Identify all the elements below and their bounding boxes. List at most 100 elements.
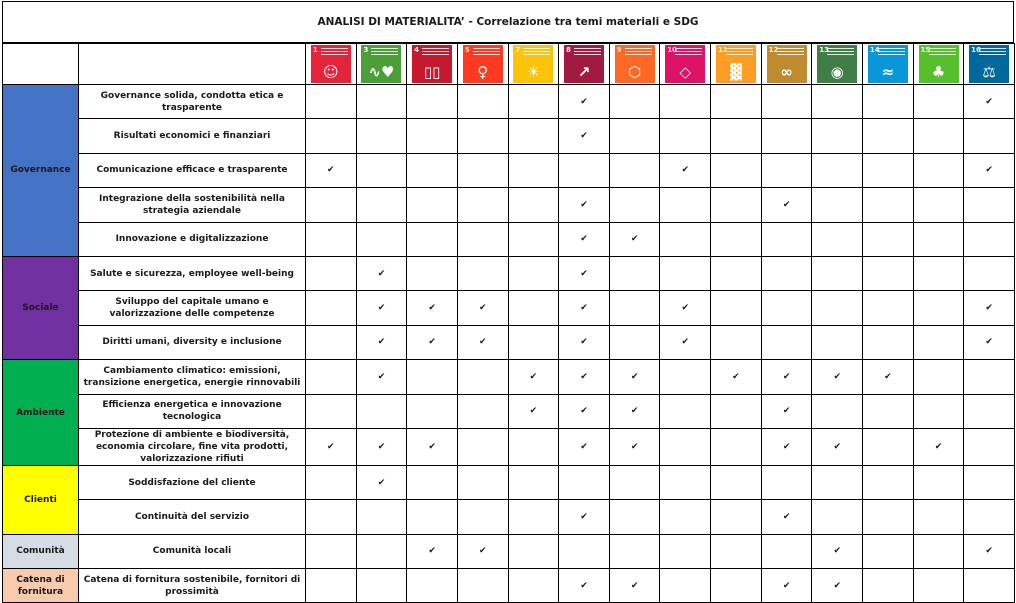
check-icon: ✔ bbox=[608, 359, 661, 395]
empty-cell bbox=[456, 187, 509, 223]
empty-cell bbox=[406, 359, 458, 395]
empty-cell bbox=[355, 187, 408, 223]
sdg-5-icon: 5 ♀ bbox=[462, 45, 503, 83]
empty-cell bbox=[406, 499, 458, 535]
material-theme-cell: Innovazione e digitalizzazione bbox=[78, 221, 306, 257]
material-theme-cell: Governance solida, condotta etica e tras… bbox=[78, 83, 306, 120]
empty-cell bbox=[305, 221, 357, 257]
people-icon: ☺ bbox=[322, 63, 339, 81]
empty-cell bbox=[710, 221, 762, 257]
category-cell: Ambiente bbox=[2, 359, 79, 466]
sdg-caption-lines bbox=[422, 48, 450, 57]
sdg-header-cell: 5 ♀ bbox=[456, 43, 509, 85]
empty-cell bbox=[355, 221, 408, 257]
empty-cell bbox=[305, 499, 357, 535]
empty-cell bbox=[355, 118, 408, 154]
sdg-caption-lines bbox=[725, 48, 753, 57]
sdg-header-cell: 12 ∞ bbox=[760, 43, 813, 85]
category-cell: Comunità bbox=[2, 533, 79, 570]
empty-cell bbox=[659, 187, 712, 223]
empty-cell bbox=[608, 255, 661, 292]
check-icon: ✔ bbox=[659, 324, 712, 361]
empty-cell bbox=[760, 290, 813, 326]
empty-cell bbox=[456, 568, 509, 603]
check-icon: ✔ bbox=[963, 533, 1015, 570]
check-icon: ✔ bbox=[760, 187, 813, 223]
sdg-header-cell: 7 ☀ bbox=[507, 43, 560, 85]
category-cell: Clienti bbox=[2, 464, 79, 535]
sdg-header-cell: 14 ≈ bbox=[862, 43, 914, 85]
cubes-icon: ⬡ bbox=[628, 63, 642, 81]
empty-cell bbox=[608, 499, 661, 535]
empty-cell bbox=[608, 187, 661, 223]
sdg-header-cell: 10 ◇ bbox=[659, 43, 712, 85]
empty-cell bbox=[659, 393, 712, 429]
check-icon: ✔ bbox=[659, 290, 712, 326]
empty-cell bbox=[912, 118, 965, 154]
table-row: Ambiente Cambiamento climatico: emissioni… bbox=[2, 359, 1015, 466]
category-cell: Catena di fornitura bbox=[2, 568, 79, 603]
empty-cell bbox=[760, 464, 813, 501]
sdg-header-cell: 4 ▯▯ bbox=[406, 43, 458, 85]
empty-cell bbox=[811, 221, 864, 257]
empty-cell bbox=[811, 118, 864, 154]
empty-cell bbox=[406, 393, 458, 429]
fish-icon: ≈ bbox=[881, 63, 895, 81]
empty-cell bbox=[862, 221, 914, 257]
material-theme-cell: Protezione di ambiente e biodiversità, e… bbox=[78, 427, 306, 466]
check-icon: ✔ bbox=[355, 324, 408, 361]
empty-cell bbox=[912, 221, 965, 257]
empty-cell bbox=[760, 221, 813, 257]
empty-cell bbox=[862, 499, 914, 535]
sdg-1-icon: 1 ☺ bbox=[310, 45, 351, 83]
empty-cell bbox=[507, 464, 560, 501]
check-icon: ✔ bbox=[659, 152, 712, 189]
sdg-13-icon: 13 ◉ bbox=[817, 45, 858, 83]
empty-cell bbox=[507, 568, 560, 603]
book-icon: ▯▯ bbox=[423, 63, 441, 81]
sdg-number: 5 bbox=[464, 46, 470, 54]
sdg-caption-lines bbox=[574, 48, 602, 57]
material-theme-cell: Salute e sicurezza, employee well-being bbox=[78, 255, 306, 292]
empty-cell bbox=[811, 499, 864, 535]
empty-cell bbox=[710, 118, 762, 154]
empty-cell bbox=[456, 464, 509, 501]
sdg-number: 7 bbox=[515, 46, 521, 54]
sdg-number: 14 bbox=[869, 46, 880, 54]
sdg-header-cell: 16 ⚖ bbox=[963, 43, 1015, 85]
table-row: Efficienza energetica e innovazione tecn… bbox=[3, 393, 1015, 429]
check-icon: ✔ bbox=[456, 533, 509, 570]
sdg-caption-lines bbox=[877, 48, 905, 57]
empty-cell bbox=[710, 83, 762, 120]
sdg-12-icon: 12 ∞ bbox=[766, 45, 807, 83]
empty-cell bbox=[507, 427, 560, 466]
empty-cell bbox=[305, 83, 357, 120]
empty-cell bbox=[862, 118, 914, 154]
empty-cell bbox=[811, 324, 864, 361]
empty-cell bbox=[659, 255, 712, 292]
check-icon: ✔ bbox=[507, 393, 560, 429]
header-empty-category bbox=[2, 43, 79, 85]
empty-cell bbox=[659, 221, 712, 257]
empty-cell bbox=[912, 290, 965, 326]
header-empty-theme bbox=[78, 43, 306, 85]
empty-cell bbox=[710, 427, 762, 466]
empty-cell bbox=[912, 324, 965, 361]
empty-cell bbox=[862, 427, 914, 466]
empty-cell bbox=[456, 255, 509, 292]
check-icon: ✔ bbox=[355, 359, 408, 395]
empty-cell bbox=[355, 393, 408, 429]
material-theme-cell: Comunità locali bbox=[78, 533, 306, 570]
check-icon: ✔ bbox=[811, 533, 864, 570]
empty-cell bbox=[305, 359, 357, 395]
category-cell: Sociale bbox=[2, 255, 79, 361]
empty-cell bbox=[406, 187, 458, 223]
sdg-header-cell: 3 ∿♥ bbox=[355, 43, 408, 85]
sdg-number: 4 bbox=[414, 46, 419, 54]
empty-cell bbox=[912, 152, 965, 189]
check-icon: ✔ bbox=[456, 324, 509, 361]
empty-cell bbox=[406, 568, 458, 603]
empty-cell bbox=[608, 83, 661, 120]
material-theme-cell: Diritti umani, diversity e inclusione bbox=[78, 324, 306, 361]
table-row: Clienti Soddisfazione del cliente ✔ bbox=[2, 464, 1015, 535]
